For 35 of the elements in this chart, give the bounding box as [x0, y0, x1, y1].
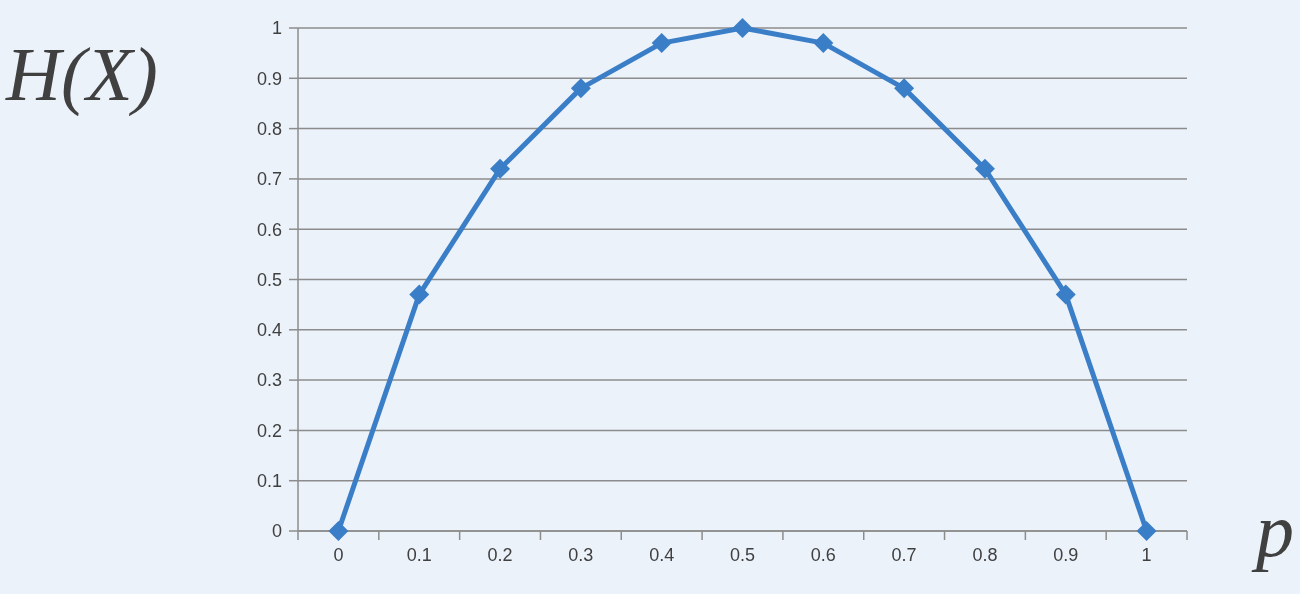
- point: [1136, 521, 1157, 541]
- point: [894, 78, 915, 99]
- y-tick-label: 0.6: [256, 219, 282, 240]
- y-tick-label: 0.8: [256, 118, 282, 139]
- point: [409, 284, 430, 305]
- x-tick-label: 0.8: [972, 545, 998, 565]
- x-axis-title: p: [1251, 488, 1294, 572]
- y-tick-label: 0.5: [256, 269, 282, 290]
- point: [328, 521, 349, 541]
- x-tick-label: 0.2: [487, 545, 513, 565]
- y-tick-label: 0.9: [256, 68, 282, 89]
- point: [813, 33, 834, 54]
- x-tick-label: 0: [333, 545, 344, 565]
- y-tick-label: 0.1: [256, 471, 282, 491]
- y-tick-label: 1: [271, 18, 282, 39]
- x-tick-label: 0.3: [568, 545, 594, 565]
- y-tick-label: 0.4: [256, 320, 282, 341]
- y-tick-label: 0.7: [256, 169, 282, 190]
- x-tick-label: 0.9: [1053, 545, 1079, 565]
- point: [1055, 284, 1076, 305]
- x-tick-label: 1: [1141, 545, 1152, 565]
- y-tick-label: 0.2: [256, 420, 282, 441]
- y-tick-label: 0: [271, 521, 282, 542]
- point: [974, 158, 995, 179]
- x-tick-label: 0.6: [810, 545, 836, 565]
- y-tick-label: 0.3: [256, 370, 282, 391]
- x-tick-label: 0.4: [649, 545, 675, 565]
- point: [570, 78, 591, 99]
- x-tick-label: 0.1: [406, 545, 432, 565]
- y-axis-title: H(X): [5, 32, 158, 117]
- x-tick-label: 0.5: [729, 545, 756, 565]
- point: [490, 158, 511, 179]
- point: [732, 18, 753, 38]
- point: [651, 33, 672, 54]
- x-tick-label: 0.7: [891, 545, 917, 565]
